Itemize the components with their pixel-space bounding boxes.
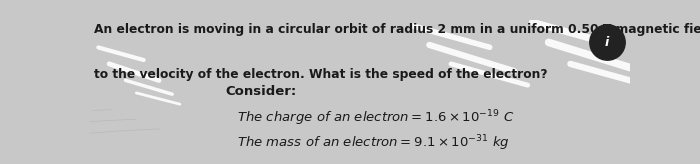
Text: An electron is moving in a circular orbit of radius 2 mm in a uniform 0.50 T mag: An electron is moving in a circular orbi… [94, 23, 700, 36]
Point [601, 41, 612, 44]
Text: to the velocity of the electron. What is the speed of the electron?: to the velocity of the electron. What is… [94, 68, 547, 81]
Text: $\mathit{The\ mass\ of\ an\ electron} = 9.1 \times 10^{-31}\ kg$: $\mathit{The\ mass\ of\ an\ electron} = … [237, 133, 510, 153]
Text: Consider:: Consider: [226, 85, 297, 98]
Text: $\mathit{The\ charge\ of\ an\ electron} = 1.6 \times 10^{-19}\ C$: $\mathit{The\ charge\ of\ an\ electron} … [237, 108, 514, 128]
Text: i: i [605, 36, 609, 49]
